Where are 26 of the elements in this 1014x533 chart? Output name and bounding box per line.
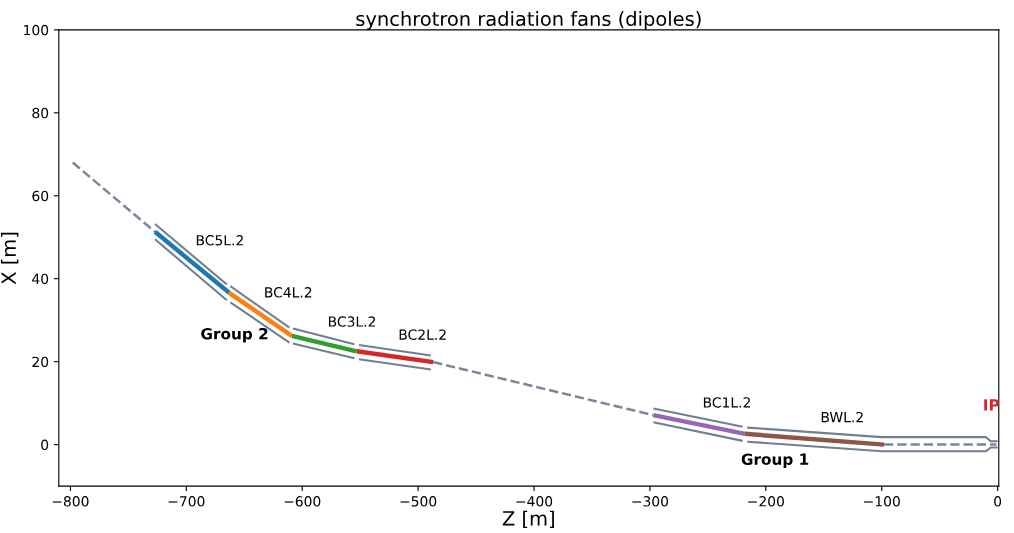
y-tick-label: 20 <box>32 356 49 368</box>
y-tick-label: 60 <box>32 190 49 202</box>
x-tick-label: −100 <box>864 496 900 507</box>
y-tick-label: 100 <box>24 24 49 36</box>
x-tick-label: −700 <box>168 496 205 507</box>
y-axis-title: X [m] <box>0 232 19 285</box>
x-tick-label: −400 <box>516 496 553 507</box>
x-tick-label: −300 <box>632 496 669 507</box>
y-tick-label: 0 <box>41 439 49 451</box>
series-label: BC3L.2 <box>328 316 376 327</box>
series-label: BC5L.2 <box>196 235 243 246</box>
x-axis-title: Z [m] <box>502 510 554 528</box>
x-tick-label: −500 <box>400 496 437 507</box>
annotation: Group 2 <box>201 327 268 343</box>
y-tick-label: 40 <box>32 273 49 285</box>
series-label: BC1L.2 <box>703 397 750 408</box>
y-tick-label: 80 <box>32 107 49 119</box>
annotation: Group 1 <box>741 453 809 468</box>
x-tick-label: −200 <box>748 496 784 507</box>
chart-title: synchrotron radiation fans (dipoles) <box>356 11 701 30</box>
x-tick-label: 0 <box>994 496 1002 507</box>
series-label: BC4L.2 <box>265 287 312 298</box>
series-label: BC2L.2 <box>399 329 446 340</box>
x-tick-label: −600 <box>284 496 321 507</box>
x-tick-label: −800 <box>52 496 89 507</box>
series-label: BWL.2 <box>821 411 863 423</box>
